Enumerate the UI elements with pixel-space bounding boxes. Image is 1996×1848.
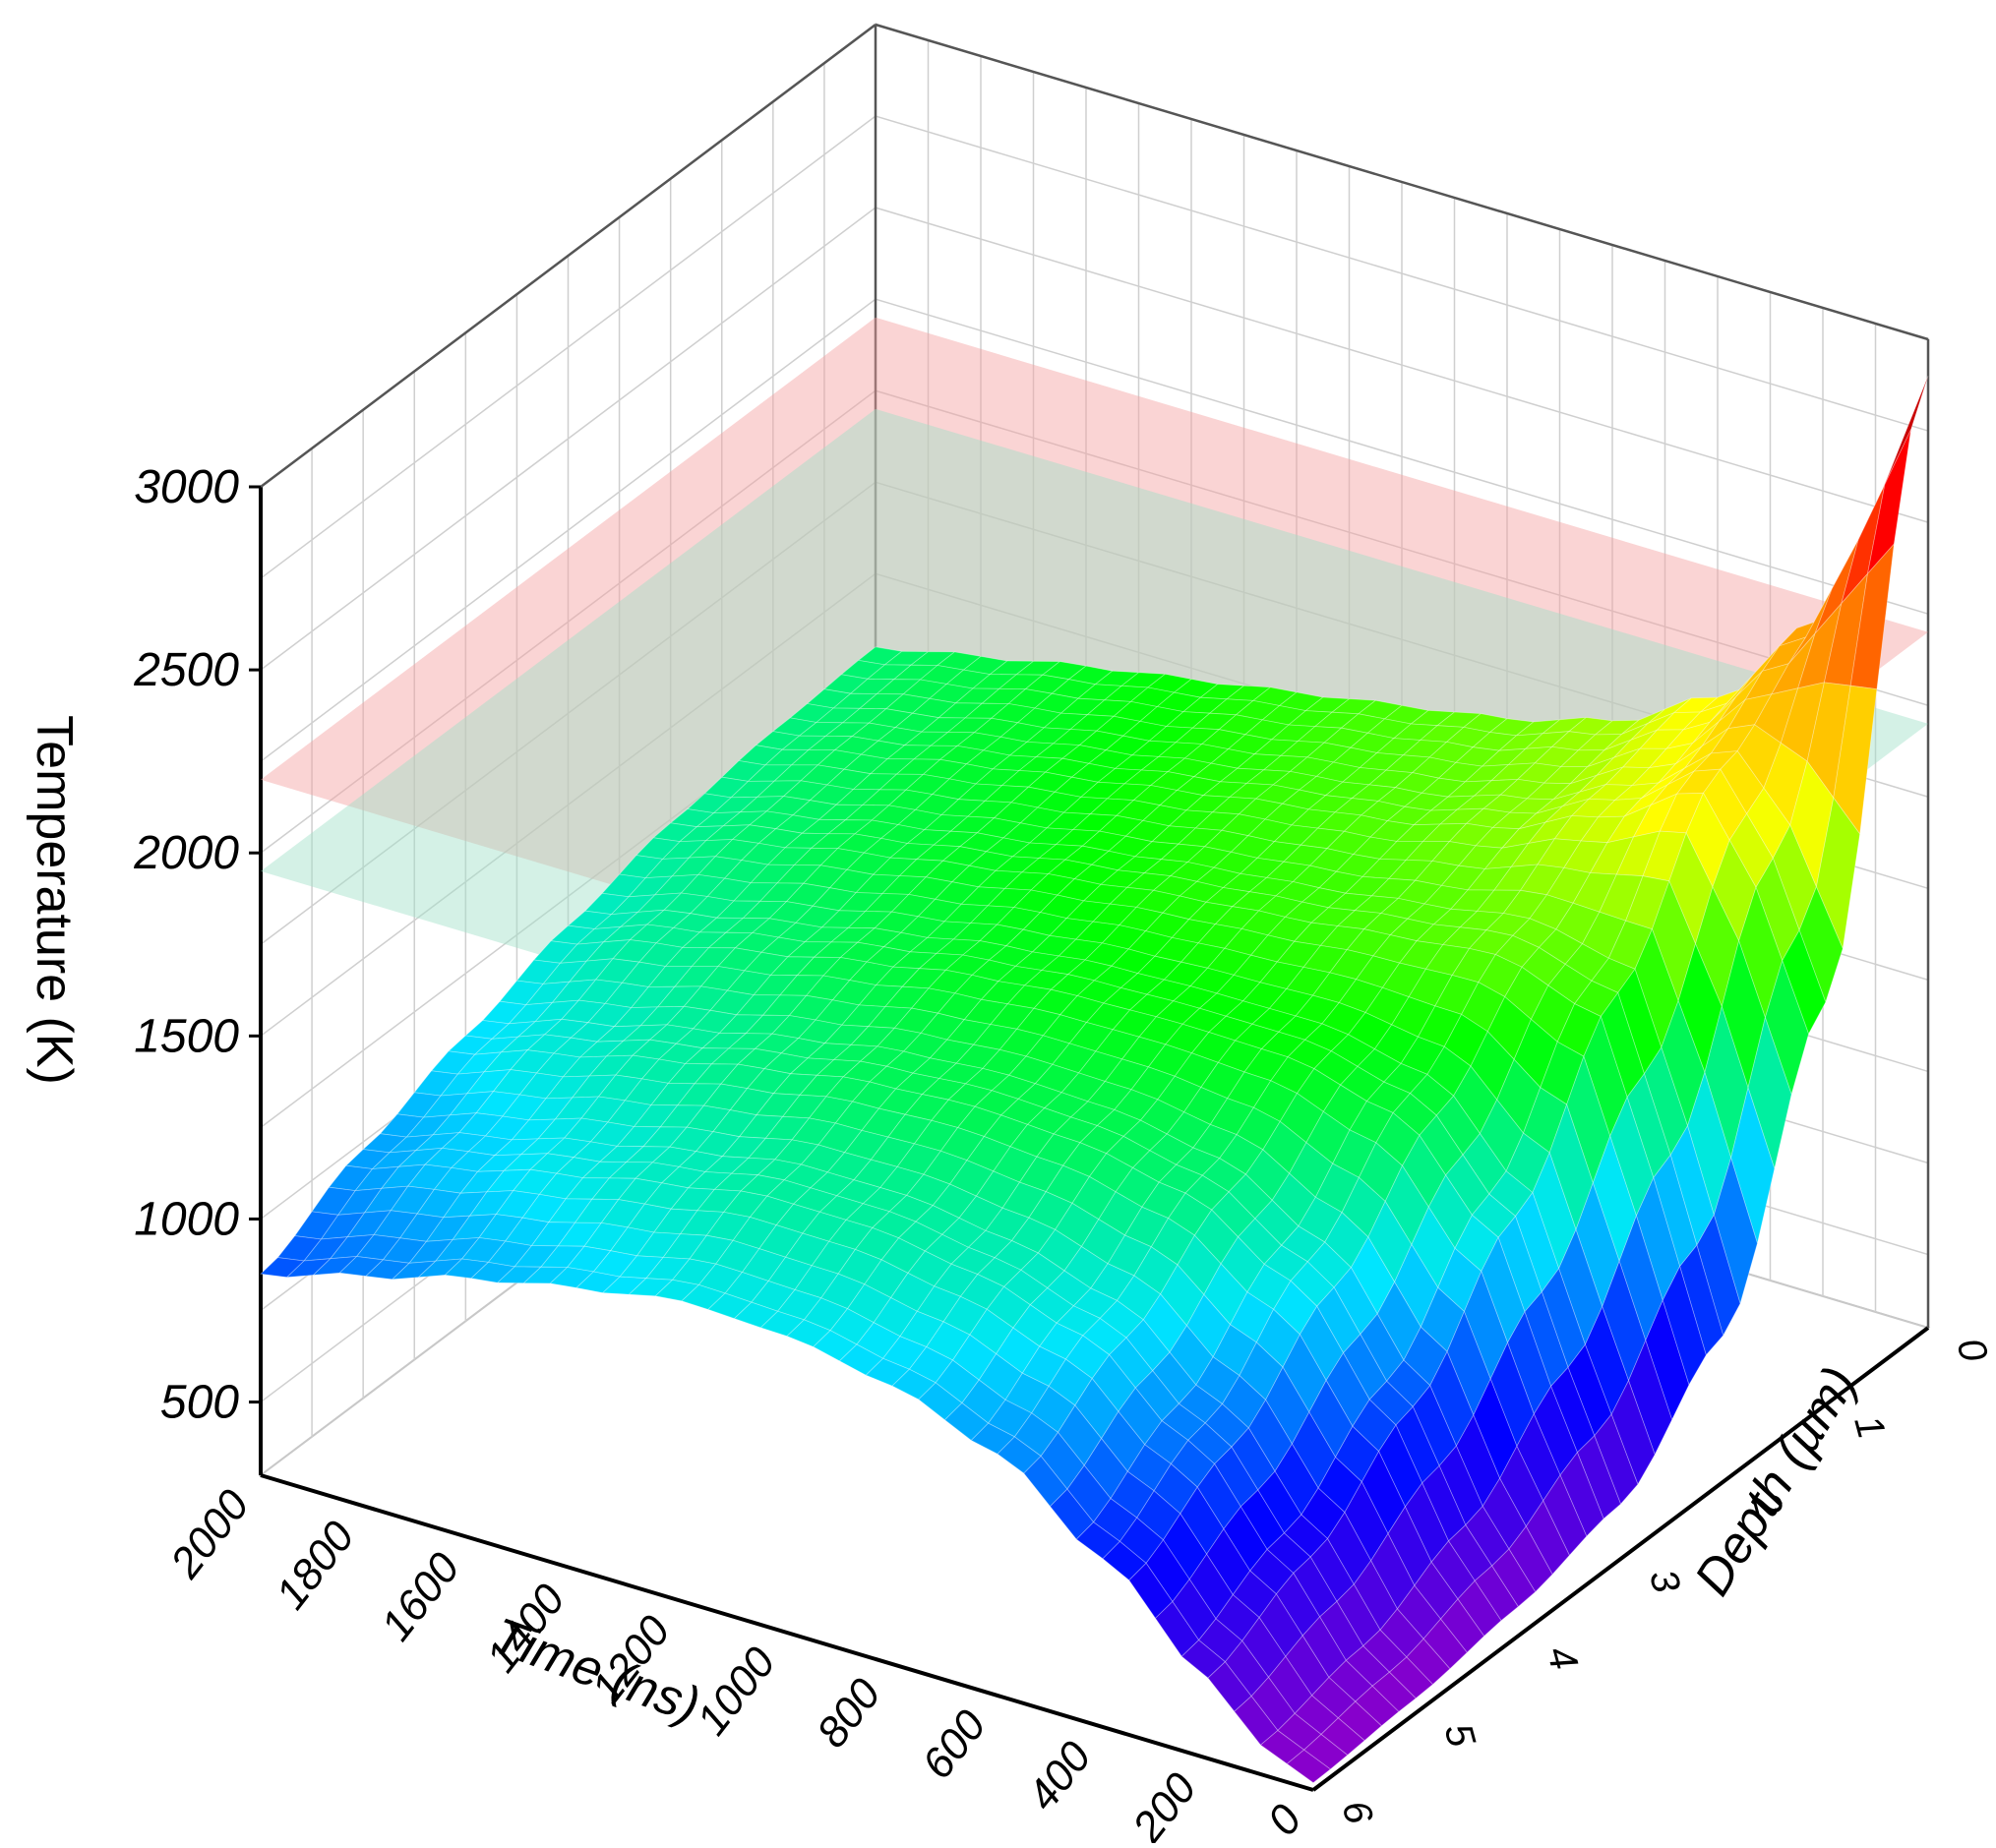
surface-cell [470, 1261, 515, 1283]
time-tick-label: 2000 [160, 1481, 259, 1588]
surface-cell [1259, 1729, 1305, 1764]
top-right-edge [875, 23, 1929, 341]
surface-cell [444, 1258, 490, 1280]
temperature-surface [260, 376, 1929, 1784]
surface-cell [260, 1257, 305, 1279]
surface-cell [628, 1278, 674, 1297]
x-axis-title: Time (ns) [485, 1607, 707, 1734]
surface-cell [997, 1436, 1042, 1474]
surface-cell [417, 1258, 463, 1279]
time-tick-label: 800 [808, 1670, 890, 1757]
time-tick-label: 0 [1258, 1796, 1311, 1843]
surface-cell [312, 1256, 358, 1276]
surface-cell [1286, 1749, 1332, 1784]
z-axis-title: Temperature (K) [26, 715, 83, 1085]
surface-cell [496, 1266, 542, 1284]
surface-cell [707, 1292, 753, 1320]
z-tick-label: 500 [160, 1377, 239, 1429]
time-tick-label: 1800 [267, 1513, 364, 1619]
z-tick-label: 2000 [133, 827, 239, 879]
depth-tick-label: 1 [1845, 1411, 1893, 1444]
time-tick-label: 200 [1122, 1764, 1206, 1843]
time-tick-label: 1600 [372, 1544, 469, 1650]
depth-tick-label: 0 [1948, 1334, 1995, 1366]
z-tick-label: 2500 [133, 644, 239, 696]
z-tick-label: 1000 [134, 1193, 239, 1245]
top-left-edge [260, 24, 877, 488]
surface-cell [391, 1260, 437, 1281]
surface-cell [365, 1259, 410, 1281]
surface-cell [759, 1310, 806, 1337]
surface-cell [654, 1279, 700, 1302]
surface-cell [549, 1267, 595, 1288]
surface-cell [1234, 1696, 1279, 1746]
surface-cell [970, 1422, 1016, 1455]
surface-cell [943, 1401, 990, 1442]
surface-cell [338, 1256, 385, 1277]
depth-tick-label: 5 [1436, 1719, 1483, 1753]
z-tick-label: 1500 [134, 1010, 239, 1062]
time-tick-label: 600 [913, 1701, 996, 1788]
depth-tick-label: 6 [1333, 1796, 1380, 1829]
time-axis-line [260, 1473, 1314, 1792]
surface-cell [1154, 1600, 1200, 1657]
surface-cell [1049, 1488, 1095, 1540]
depth-axis-line [1311, 1326, 1930, 1792]
z-tick-label: 3000 [134, 461, 239, 513]
time-tick-label: 400 [1018, 1733, 1101, 1819]
surface-cell [601, 1276, 647, 1295]
depth-tick-label: 3 [1641, 1565, 1688, 1597]
depth-tick-label: 4 [1539, 1642, 1586, 1675]
